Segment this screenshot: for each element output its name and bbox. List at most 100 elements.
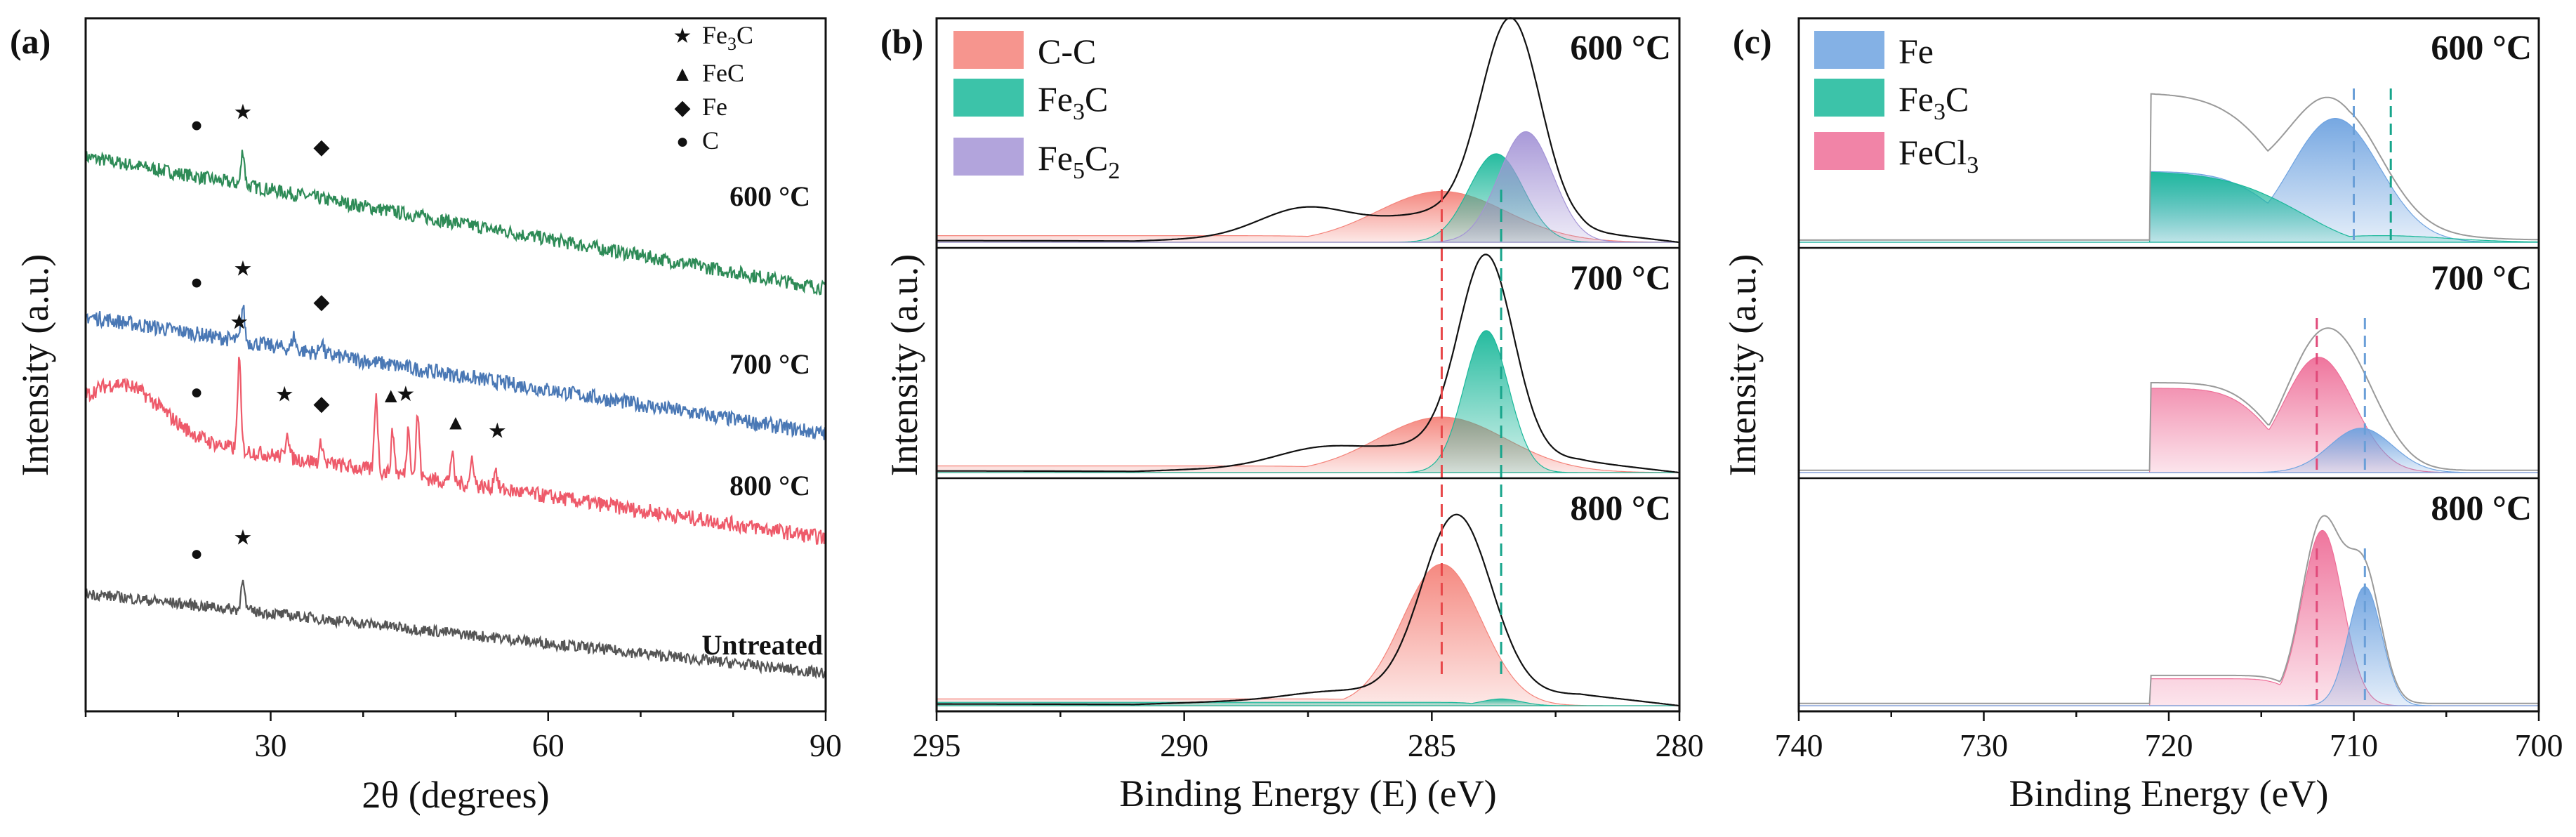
legend-c-label-fe3c: Fe3C: [1898, 79, 1969, 125]
xps-envelope-line: [1799, 93, 2539, 241]
panel-c-x-ticks: 740 730 720 710 700: [1775, 711, 2563, 763]
xps-component-area: [1799, 529, 2539, 706]
xrd-series-line: [84, 579, 826, 680]
phase-marker: ●: [190, 542, 203, 565]
xps-envelope-line: [937, 17, 1680, 244]
panel-b-temp-600: 600 °C: [1570, 27, 1671, 67]
panel-b-temp-700: 700 °C: [1570, 258, 1671, 297]
legend-c-swatch-fecl3: [1814, 132, 1884, 170]
phase-marker: ★: [396, 383, 415, 406]
panel-a-tag: (a): [10, 22, 51, 61]
xrd-series-line: [84, 357, 826, 545]
legend-a-symbol-fe: ◆: [674, 96, 690, 119]
panel-a-x-axis-label: 2θ (degrees): [362, 774, 549, 816]
panel-a-series: [84, 150, 826, 680]
phase-marker: ●: [190, 381, 203, 404]
phase-marker: ★: [230, 310, 249, 334]
panel-c-subpanel-800: [1799, 515, 2539, 706]
phase-marker: ★: [234, 100, 253, 124]
phase-marker: ◆: [313, 291, 329, 314]
panel-b-y-axis-label: Intensity (a.u.): [883, 254, 925, 476]
xps-component-area: [1799, 428, 2539, 473]
phase-marker: ★: [234, 257, 253, 280]
phase-marker: ●: [190, 113, 203, 136]
panel-b-x-axis-label: Binding Energy (E) (eV): [1119, 772, 1496, 815]
xps-component-area: [1799, 171, 2539, 243]
series-label-800: 800 °C: [729, 470, 810, 501]
panel-c-legend: Fe Fe3C FeCl3: [1814, 31, 1979, 178]
legend-b-label-cc: C-C: [1038, 32, 1096, 71]
legend-a-symbol-c: ●: [676, 130, 689, 153]
x-tick-label: 710: [2330, 727, 2378, 763]
x-tick-label: 285: [1408, 727, 1456, 763]
xrd-series-line: [84, 150, 826, 296]
x-tick-label: 90: [810, 727, 842, 763]
xps-envelope-line: [937, 253, 1680, 474]
panel-a-y-axis-label: Intensity (a.u.): [14, 254, 56, 476]
x-tick-label: 730: [1960, 727, 2008, 763]
panel-b-frame: [935, 17, 1681, 713]
phase-marker: ★: [275, 383, 294, 407]
panel-b-subpanel-700: [936, 253, 1680, 474]
xps-envelope-line: [1799, 327, 2539, 471]
phase-marker: ◆: [313, 136, 329, 159]
x-tick-label: 280: [1656, 727, 1704, 763]
xps-component-area: [936, 416, 1680, 473]
legend-b-label-fe3c: Fe3C: [1038, 79, 1108, 125]
xps-envelope-line: [1799, 515, 2539, 704]
series-label-untreated: Untreated: [701, 629, 823, 661]
panel-c-frame: [1797, 17, 2540, 713]
legend-a-symbol-fec: ▲: [672, 62, 693, 86]
panel-b-tag: (b): [880, 22, 923, 61]
panel-c-x-axis-label: Binding Energy (eV): [2009, 772, 2329, 815]
x-tick-label: 295: [913, 727, 961, 763]
x-tick-label: 700: [2515, 727, 2563, 763]
legend-a-label-fe: Fe: [702, 93, 727, 121]
panel-c-y-axis-label: Intensity (a.u.): [1722, 254, 1764, 476]
legend-b-label-fe5c2: Fe5C2: [1038, 138, 1120, 184]
x-tick-label: 30: [255, 727, 287, 763]
legend-a-label-c: C: [702, 126, 719, 154]
xrd-series-line: [84, 305, 826, 441]
xps-component-area: [1799, 586, 2539, 706]
panel-b: (b) 295 290 285 280 C-C Fe3C Fe5C2 600 °C 7…: [880, 17, 1704, 815]
panel-b-x-ticks: 295 290 285 280: [913, 711, 1704, 763]
panel-a-legend: ★ Fe3C ▲ FeC ◆ Fe ● C: [672, 21, 753, 154]
legend-a-symbol-fe3c: ★: [673, 25, 692, 48]
panel-c-temp-700: 700 °C: [2431, 258, 2532, 297]
phase-marker: ◆: [313, 393, 329, 416]
phase-marker: ●: [190, 270, 203, 294]
x-tick-label: 740: [1775, 727, 1823, 763]
phase-marker: ★: [234, 527, 253, 550]
panel-b-temp-800: 800 °C: [1570, 488, 1671, 527]
phase-marker: ★: [488, 420, 507, 443]
legend-b-swatch-fe5c2: [953, 138, 1024, 176]
panel-c: (c) 740 730 720 710 700 Fe Fe3C FeCl3 600 °C…: [1722, 17, 2563, 815]
panel-c-reference-lines: [2316, 88, 2392, 706]
panel-b-reference-lines: [1440, 190, 1502, 674]
panel-b-subpanel-600: [936, 17, 1680, 244]
xps-envelope-line: [937, 513, 1680, 707]
legend-a-label-fec: FeC: [702, 59, 744, 87]
xps-component-area: [937, 330, 1679, 473]
xps-component-area: [936, 563, 1679, 706]
phase-marker: ▲: [381, 384, 402, 407]
panel-b-legend: C-C Fe3C Fe5C2: [953, 31, 1120, 184]
panel-a-phase-markers: ●★◆●★◆●★★ ◆ ▲★▲ ★●★: [190, 100, 507, 565]
series-label-700: 700 °C: [729, 348, 810, 380]
xps-component-area: [1799, 357, 2539, 473]
legend-c-swatch-fe: [1814, 31, 1884, 69]
panel-c-tag: (c): [1733, 22, 1772, 61]
series-label-600: 600 °C: [729, 180, 810, 212]
panel-c-temp-600: 600 °C: [2431, 27, 2532, 67]
legend-c-swatch-fe3c: [1814, 79, 1884, 117]
legend-b-swatch-cc: [953, 31, 1024, 69]
panel-a-x-ticks: 30 60 90: [84, 711, 842, 763]
xps-component-area: [937, 131, 1679, 243]
legend-b-swatch-fe3c: [953, 79, 1024, 117]
panel-a: (a) ●★◆●★◆●★★ ◆ ▲★▲ ★●★ 30 60 90 ★ Fe3C ▲ FeC…: [10, 17, 842, 816]
legend-c-label-fe: Fe: [1898, 32, 1934, 71]
phase-marker: ▲: [445, 411, 466, 434]
panel-b-subpanel-800: [936, 513, 1680, 707]
